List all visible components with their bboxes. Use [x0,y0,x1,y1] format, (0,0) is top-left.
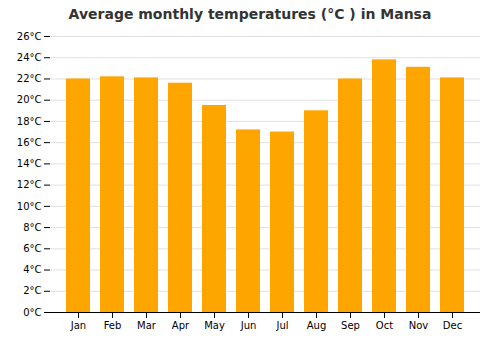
svg-text:14°C: 14°C [17,158,42,169]
svg-text:6°C: 6°C [23,243,41,254]
svg-text:10°C: 10°C [17,201,42,212]
svg-text:Nov: Nov [409,320,429,331]
svg-text:0°C: 0°C [23,307,41,318]
svg-text:26°C: 26°C [17,31,42,42]
svg-text:Feb: Feb [104,320,122,331]
svg-text:Jun: Jun [240,320,257,331]
svg-text:24°C: 24°C [17,52,42,63]
svg-text:Aug: Aug [307,320,327,331]
svg-text:Apr: Apr [172,320,190,331]
svg-text:May: May [204,320,225,331]
svg-text:Mar: Mar [137,320,157,331]
svg-text:4°C: 4°C [23,264,41,275]
svg-text:Dec: Dec [443,320,462,331]
svg-text:22°C: 22°C [17,73,42,84]
svg-text:Jan: Jan [70,320,86,331]
svg-text:2°C: 2°C [23,285,41,296]
svg-text:20°C: 20°C [17,94,42,105]
svg-text:12°C: 12°C [17,179,42,190]
svg-text:Jul: Jul [275,320,288,331]
svg-text:8°C: 8°C [23,222,41,233]
html-text:Average monthly temperatures (: Average monthly temperatures (°C ) in Ma… [68,6,432,22]
svg-text:Sep: Sep [341,320,360,331]
svg-text:16°C: 16°C [17,137,42,148]
svg-text:18°C: 18°C [17,116,42,127]
svg-text:Oct: Oct [376,320,393,331]
